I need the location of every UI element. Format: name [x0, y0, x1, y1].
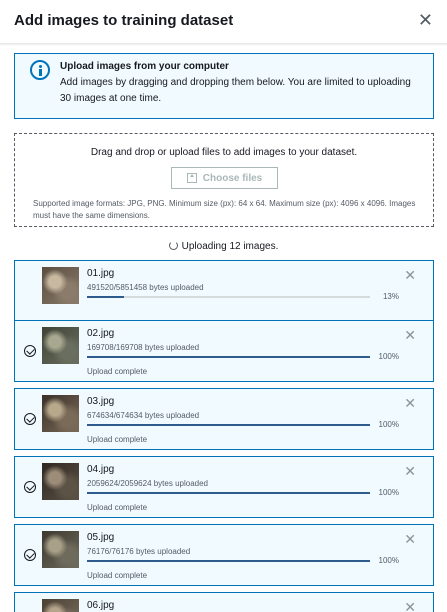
progress-fill: [87, 492, 370, 494]
remove-file-icon[interactable]: ✕: [404, 395, 416, 411]
file-item: 01.jpg 491520/5851458 bytes uploaded 13% ✕: [14, 260, 434, 322]
remove-file-icon[interactable]: ✕: [404, 327, 416, 343]
file-thumbnail: [42, 327, 79, 364]
file-bytes: 2059624/2059624 bytes uploaded: [87, 479, 208, 488]
supported-formats-note: Supported image formats: JPG, PNG. Minim…: [33, 199, 416, 220]
file-bytes: 491520/5851458 bytes uploaded: [87, 283, 204, 292]
progress-fill: [87, 356, 370, 358]
file-status: Upload complete: [87, 571, 148, 580]
info-icon: [30, 60, 50, 80]
file-status: Upload complete: [87, 367, 148, 376]
file-thumbnail: [42, 395, 79, 432]
choose-files-button[interactable]: Choose files: [171, 167, 278, 189]
progress-percent: 13%: [382, 292, 399, 301]
file-item: 05.jpg 76176/76176 bytes uploaded 100% Uplo…: [14, 524, 434, 586]
file-name: 04.jpg: [87, 464, 115, 475]
spinner-icon: [168, 241, 178, 250]
remove-file-icon[interactable]: ✕: [404, 531, 416, 547]
file-thumbnail: [42, 267, 79, 304]
file-thumbnail: [42, 599, 79, 612]
progress-percent: 100%: [378, 556, 399, 565]
file-thumbnail: [42, 463, 79, 500]
file-bytes: 169708/169708 bytes uploaded: [87, 343, 200, 352]
file-item: 03.jpg 674634/674634 bytes uploaded 100% Up…: [14, 388, 434, 450]
progress-bar: [87, 424, 370, 426]
file-item: 06.jpg ✕: [14, 592, 434, 612]
progress-percent: 100%: [378, 420, 399, 429]
file-name: 05.jpg: [87, 532, 115, 543]
file-item: 04.jpg 2059624/2059624 bytes uploaded 100%…: [14, 456, 434, 518]
upload-icon: [186, 173, 197, 183]
check-circle-icon: [24, 549, 36, 561]
file-thumbnail: [42, 531, 79, 568]
file-name: 02.jpg: [87, 328, 115, 339]
upload-status-text: Uploading 12 images.: [181, 241, 279, 252]
file-name: 06.jpg: [87, 600, 115, 611]
modal-title: Add images to training dataset: [14, 12, 234, 29]
progress-fill: [87, 296, 124, 298]
file-item: 02.jpg 169708/169708 bytes uploaded 100% Up…: [14, 320, 434, 382]
remove-file-icon[interactable]: ✕: [404, 599, 416, 612]
dropzone-instructions: Drag and drop or upload files to add ima…: [90, 147, 358, 158]
info-title: Upload images from your computer: [60, 61, 229, 72]
progress-bar: [87, 356, 370, 358]
file-dropzone[interactable]: Drag and drop or upload files to add ima…: [14, 133, 434, 227]
progress-bar: [87, 560, 370, 562]
file-name: 01.jpg: [87, 268, 115, 279]
progress-bar: [87, 492, 370, 494]
progress-fill: [87, 424, 370, 426]
check-circle-icon: [24, 345, 36, 357]
info-body: Add images by dragging and dropping them…: [60, 77, 411, 104]
remove-file-icon[interactable]: ✕: [404, 267, 416, 283]
modal-header: Add images to training dataset ✕: [0, 0, 447, 44]
file-status: Upload complete: [87, 435, 148, 444]
file-name: 03.jpg: [87, 396, 115, 407]
file-status: Upload complete: [87, 503, 148, 512]
modal-close-icon[interactable]: ✕: [417, 10, 433, 30]
progress-percent: 100%: [378, 352, 399, 361]
progress-percent: 100%: [378, 488, 399, 497]
header-divider: [0, 43, 447, 46]
upload-status: Uploading 12 images.: [0, 241, 447, 252]
progress-bar: [87, 296, 370, 298]
file-bytes: 674634/674634 bytes uploaded: [87, 411, 200, 420]
remove-file-icon[interactable]: ✕: [404, 463, 416, 479]
check-circle-icon: [24, 413, 36, 425]
check-circle-icon: [24, 481, 36, 493]
progress-fill: [87, 560, 370, 562]
file-bytes: 76176/76176 bytes uploaded: [87, 547, 191, 556]
choose-files-label: Choose files: [202, 172, 263, 184]
info-alert: Upload images from your computer Add ima…: [14, 53, 434, 119]
